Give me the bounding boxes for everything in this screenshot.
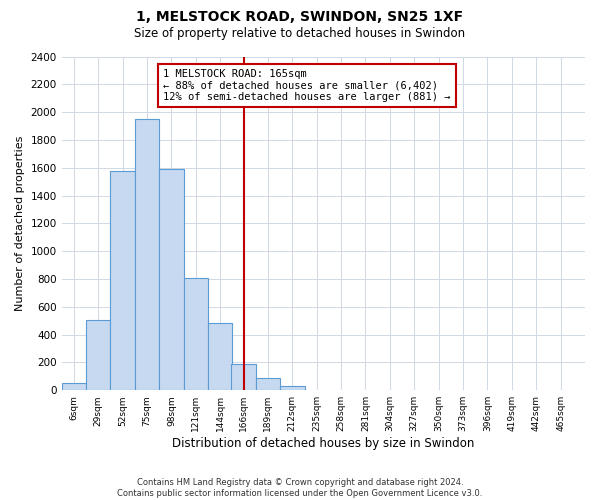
Bar [208, 324, 232, 390]
Y-axis label: Number of detached properties: Number of detached properties [15, 136, 25, 311]
X-axis label: Distribution of detached houses by size in Swindon: Distribution of detached houses by size … [172, 437, 475, 450]
Bar [256, 378, 280, 390]
Bar [184, 278, 208, 390]
Text: Size of property relative to detached houses in Swindon: Size of property relative to detached ho… [134, 28, 466, 40]
Text: 1 MELSTOCK ROAD: 165sqm
← 88% of detached houses are smaller (6,402)
12% of semi: 1 MELSTOCK ROAD: 165sqm ← 88% of detache… [163, 69, 451, 102]
Bar [280, 386, 305, 390]
Bar [86, 320, 110, 390]
Text: 1, MELSTOCK ROAD, SWINDON, SN25 1XF: 1, MELSTOCK ROAD, SWINDON, SN25 1XF [136, 10, 464, 24]
Text: Contains HM Land Registry data © Crown copyright and database right 2024.
Contai: Contains HM Land Registry data © Crown c… [118, 478, 482, 498]
Bar [110, 171, 135, 390]
Bar [232, 364, 256, 390]
Bar [135, 119, 159, 390]
Bar [62, 382, 86, 390]
Bar [159, 169, 184, 390]
